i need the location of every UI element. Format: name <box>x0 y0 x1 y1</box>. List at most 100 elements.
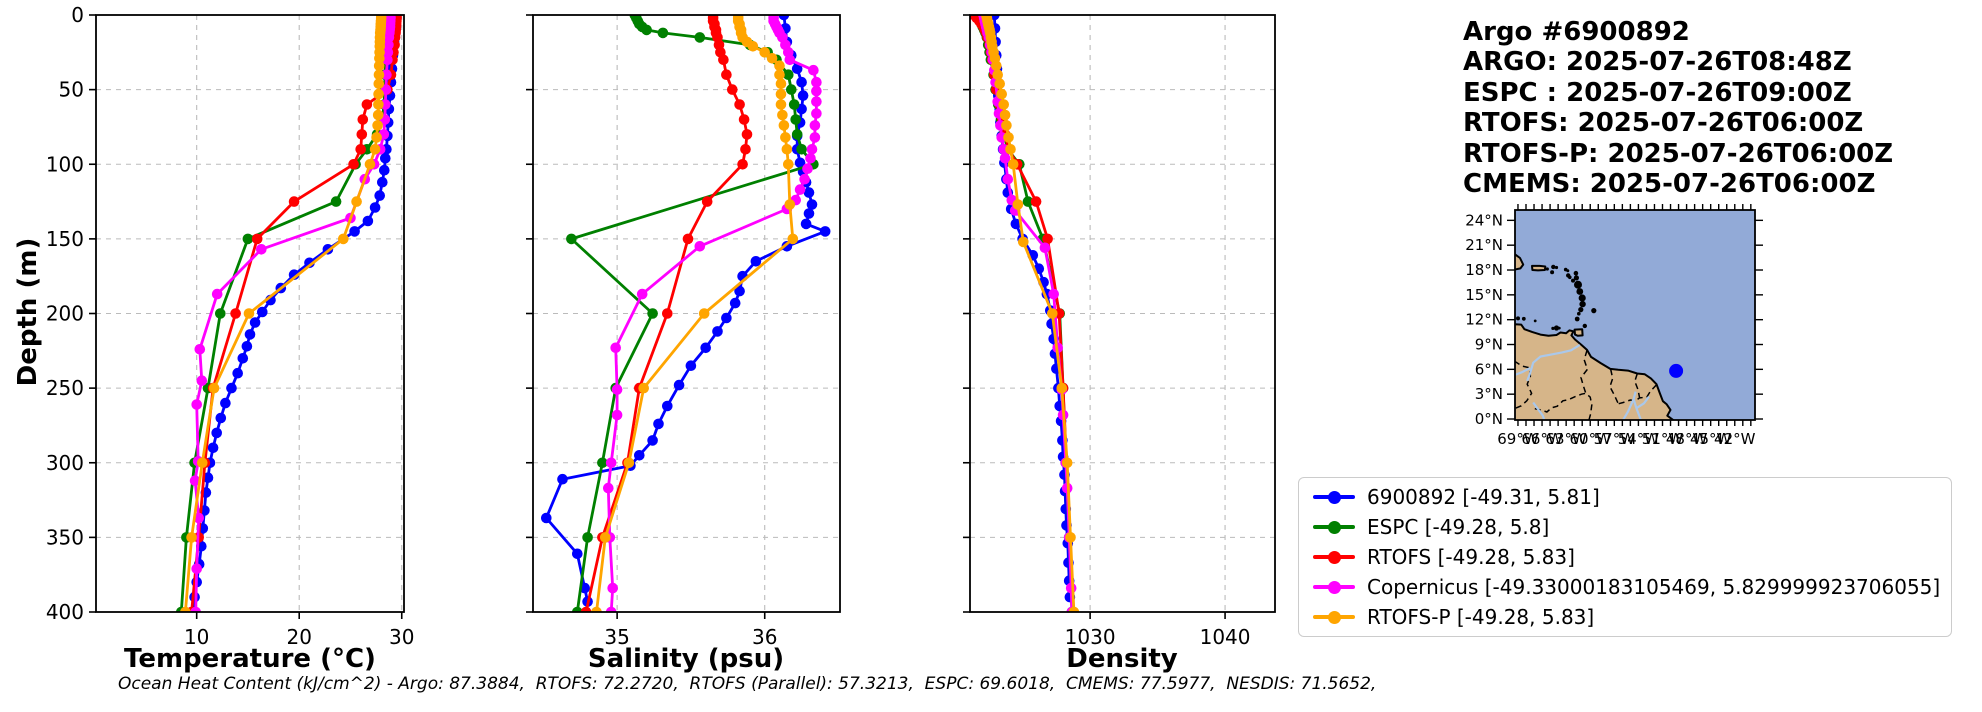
map-island <box>1576 288 1584 295</box>
series-point-6900892 <box>237 353 249 364</box>
series-point-RTOFS <box>580 606 592 612</box>
map-border <box>1534 392 1593 420</box>
series-point-Copernicus <box>806 144 818 155</box>
series-point-6900892 <box>700 342 711 354</box>
xtick-label: 1040 <box>1200 625 1251 649</box>
series-point-6900892 <box>349 226 360 237</box>
series-point-RTOFS-P <box>243 308 255 319</box>
map-lon-label: 54°W <box>1618 430 1660 448</box>
series-point-6900892 <box>369 202 381 213</box>
panel-density: 1030 1040 <box>963 14 1276 649</box>
series-point-ESPC <box>788 99 800 110</box>
series-point-ESPC <box>242 233 254 245</box>
series-point-RTOFS <box>355 144 367 155</box>
series-point-6900892 <box>794 157 806 169</box>
legend-marker-rtofs <box>1311 548 1357 566</box>
series-point-RTOFS <box>741 129 753 140</box>
series-point-RTOFS-P <box>372 109 384 121</box>
series-point-RTOFS <box>740 144 751 155</box>
series-point-6900892 <box>257 306 268 318</box>
series-point-Copernicus <box>189 475 201 487</box>
map-island <box>1579 300 1586 308</box>
series-point-Copernicus <box>811 96 822 107</box>
legend-label: ESPC [-49.28, 5.8] <box>1367 515 1550 539</box>
legend-item-espc: ESPC [-49.28, 5.8] <box>1299 512 1951 542</box>
series-point-6900892 <box>729 297 741 309</box>
series-point-6900892 <box>572 548 583 560</box>
map-border <box>1634 373 1641 399</box>
series-point-Copernicus <box>1039 242 1051 254</box>
map-frame <box>1514 209 1756 421</box>
legend-item-rtofsp: RTOFS-P [-49.28, 5.83] <box>1299 602 1951 632</box>
series-point-6900892 <box>803 187 815 198</box>
legend-item-copernicus: Copernicus [-49.33000183105469, 5.829999… <box>1299 572 1951 602</box>
series-point-RTOFS-P <box>787 233 799 245</box>
series-point-RTOFS-P <box>374 53 385 64</box>
series-point-6900892 <box>207 442 219 454</box>
map-lon-label: 66°W <box>1521 430 1563 448</box>
map-island <box>1521 316 1526 321</box>
series-point-ESPC <box>597 457 608 469</box>
ytick-label: 300 <box>46 451 84 475</box>
series-point-6900892 <box>304 257 315 269</box>
series-point-Copernicus <box>605 606 617 612</box>
series-point-ESPC <box>657 27 669 39</box>
series-point-RTOFS <box>662 308 673 319</box>
series-point-RTOFS-P <box>775 78 787 89</box>
map-island <box>1516 316 1520 321</box>
series-point-Copernicus <box>1048 288 1059 300</box>
map-lon-label: 51°W <box>1642 430 1684 448</box>
ytick-label: 400 <box>46 600 84 624</box>
float-position-marker <box>1669 363 1684 378</box>
xtick-label: 10 <box>184 625 209 649</box>
legend-item-6900892: 6900892 [-49.31, 5.81] <box>1299 482 1951 512</box>
map-island <box>1578 294 1586 302</box>
series-point-Copernicus <box>191 563 202 574</box>
series-point-6900892 <box>244 329 256 340</box>
series-point-Copernicus <box>191 399 202 410</box>
series-point-RTOFS-P <box>197 457 208 469</box>
series-point-6900892 <box>721 312 732 324</box>
series-point-RTOFS-P <box>369 144 381 155</box>
series-point-RTOFS-P <box>759 47 770 58</box>
info-rtofsp-time: RTOFS-P: 2025-07-26T06:00Z <box>1463 138 1894 169</box>
series-point-Copernicus <box>1065 582 1077 594</box>
map-lat-label: 18°N <box>1465 261 1503 279</box>
map-lon-label: 57°W <box>1594 430 1636 448</box>
series-point-Copernicus <box>194 344 206 355</box>
series-point-Copernicus <box>805 153 816 164</box>
series-point-RTOFS-P <box>1068 606 1080 612</box>
series-point-RTOFS <box>737 159 748 170</box>
map-island <box>1557 326 1561 330</box>
series-point-RTOFS-P <box>1047 308 1058 319</box>
map-river <box>1526 343 1581 382</box>
series-point-Copernicus <box>811 76 822 88</box>
series-point-RTOFS-P <box>781 144 793 155</box>
series-point-Copernicus <box>255 244 267 255</box>
series-point-Copernicus <box>607 582 618 594</box>
xtick-label: 36 <box>752 625 777 649</box>
map-island <box>1578 307 1584 313</box>
series-point-6900892 <box>778 15 790 21</box>
ytick-label: 100 <box>46 152 84 176</box>
series-point-6900892 <box>673 379 685 391</box>
legend-item-rtofs: RTOFS [-49.28, 5.83] <box>1299 542 1951 572</box>
series-point-Copernicus <box>603 482 614 494</box>
map-border <box>1609 369 1620 405</box>
panel-temperature: 0 50 100 150 200 250 300 350 400 10 20 30 <box>46 3 415 649</box>
series-point-6900892 <box>374 190 386 201</box>
legend-marker-copernicus <box>1311 578 1357 596</box>
series-point-6900892 <box>800 218 812 230</box>
info-argo-time: ARGO: 2025-07-26T08:48Z <box>1463 47 1852 78</box>
series-point-6900892 <box>653 418 664 430</box>
series-point-6900892 <box>634 450 645 461</box>
series-point-RTOFS-P <box>1001 120 1012 131</box>
series-point-Copernicus <box>802 163 813 174</box>
series-point-RTOFS-P <box>747 41 759 52</box>
series-point-RTOFS-P <box>783 159 794 170</box>
series-point-RTOFS <box>251 233 263 245</box>
series-point-RTOFS <box>718 54 729 66</box>
series-point-RTOFS-P <box>372 120 383 131</box>
series-point-ESPC <box>796 144 807 155</box>
map-island <box>1574 280 1582 289</box>
